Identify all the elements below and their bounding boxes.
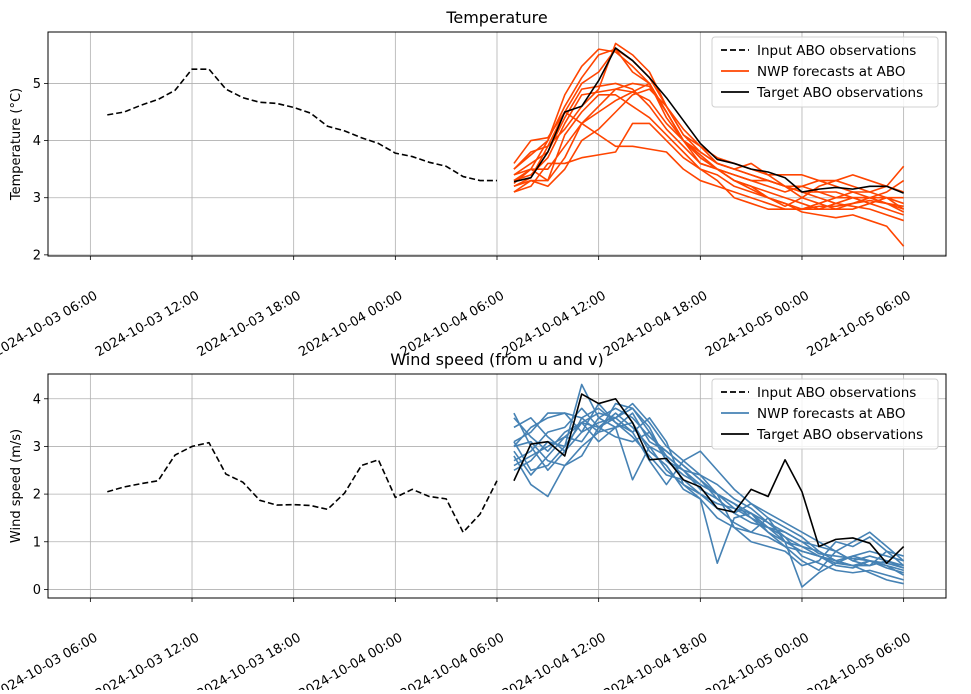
y-axis-label: Wind speed (m/s)	[9, 429, 24, 543]
x-tick-label: 2024-10-03 18:00	[195, 288, 304, 360]
legend: Input ABO observations NWP forecasts at A…	[711, 36, 939, 108]
x-tick-label: 2024-10-04 06:00	[398, 630, 507, 690]
x-tick-label: 2024-10-05 06:00	[805, 288, 914, 360]
y-tick-label: 2	[33, 248, 41, 263]
nwp-forecast-line-6	[513, 412, 904, 569]
y-tick-label: 1	[33, 535, 41, 550]
legend-entry: Input ABO observations	[757, 385, 916, 401]
y-tick-label: 2	[33, 488, 41, 503]
target-observations-line	[513, 393, 905, 565]
nwp-forecast-line-3	[513, 122, 905, 213]
x-tick-label: 2024-10-03 12:00	[93, 630, 202, 690]
x-tick-label: 2024-10-04 00:00	[296, 630, 405, 690]
nwp-forecast-line-3	[513, 412, 905, 576]
x-tick-label: 2024-10-03 18:00	[195, 630, 304, 690]
nwp-forecast-line-8	[513, 402, 904, 574]
x-tick-label: 2024-10-04 12:00	[500, 630, 609, 690]
x-tick-label: 2024-10-04 18:00	[601, 630, 710, 690]
x-tick-label: 2024-10-05 00:00	[703, 288, 812, 360]
x-tick-label: 2024-10-05 00:00	[703, 630, 812, 690]
y-tick-label: 3	[33, 440, 41, 455]
x-tick-label: 2024-10-05 06:00	[805, 630, 914, 690]
nwp-forecast-line-12	[513, 82, 905, 208]
nwp-forecast-line-9	[513, 48, 905, 210]
legend-box	[711, 378, 939, 450]
legend-entry: Target ABO observations	[756, 427, 923, 443]
x-tick-label: 2024-10-03 06:00	[0, 288, 100, 360]
chart-title: Wind speed (from u and v)	[390, 350, 603, 369]
y-tick-label: 4	[33, 392, 41, 407]
input-observations-line	[107, 441, 498, 534]
y-tick-label: 0	[33, 583, 41, 598]
nwp-forecast-line-5	[513, 48, 905, 247]
x-tick-label: 2024-10-03 12:00	[93, 288, 202, 360]
chart-title: Temperature	[445, 8, 547, 27]
legend-entry: NWP forecasts at ABO	[757, 64, 906, 80]
legend-entry: Input ABO observations	[757, 43, 916, 59]
x-tick-label: 2024-10-03 06:00	[0, 630, 100, 690]
nwp-forecast-line-11	[513, 402, 905, 567]
legend-entry: Target ABO observations	[756, 85, 923, 101]
x-tick-label: 2024-10-04 00:00	[296, 288, 405, 360]
nwp-forecast-line-2	[513, 42, 904, 210]
nwp-forecast-line-11	[513, 94, 904, 210]
legend: Input ABO observations NWP forecasts at A…	[711, 378, 939, 450]
legend-box	[711, 36, 939, 108]
y-tick-label: 3	[33, 191, 41, 206]
y-tick-label: 5	[33, 77, 41, 92]
x-tick-label: 2024-10-04 18:00	[601, 288, 710, 360]
nwp-forecast-line-12	[513, 407, 904, 569]
legend-entry: NWP forecasts at ABO	[757, 406, 906, 422]
target-observations-line	[513, 47, 904, 194]
input-observations-line	[107, 68, 497, 182]
y-tick-label: 4	[33, 134, 41, 149]
y-axis-label: Temperature (°C)	[9, 88, 24, 201]
nwp-forecast-line-4	[513, 111, 904, 210]
nwp-forecast-line-5	[513, 407, 904, 567]
